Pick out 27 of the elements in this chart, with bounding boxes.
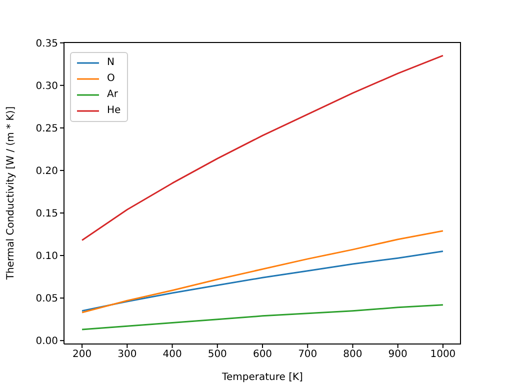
y-tick-label: 0.30 xyxy=(36,80,58,92)
line-series xyxy=(81,230,444,314)
x-tick-label: 200 xyxy=(72,349,92,360)
x-axis-title: Temperature [K] xyxy=(221,372,304,383)
x-tick-label: 700 xyxy=(298,349,318,360)
legend-label: Ar xyxy=(107,88,118,102)
legend-label: N xyxy=(107,56,114,70)
x-tick-label: 400 xyxy=(162,349,182,360)
y-tick-label: 0.20 xyxy=(36,166,58,178)
x-tick-label: 600 xyxy=(252,349,272,360)
x-tick-label: 500 xyxy=(208,349,227,360)
x-tick-label: 1000 xyxy=(430,349,456,360)
line-series xyxy=(81,250,444,312)
y-tick-label: 0.15 xyxy=(36,208,58,220)
y-tick-label: 0.10 xyxy=(36,251,58,262)
y-tick-label: 0.35 xyxy=(36,38,58,50)
y-axis-title: Thermal Conductivity [W / (m * K)] xyxy=(6,106,17,281)
y-tick-label: 0.25 xyxy=(36,123,58,134)
y-tick-label: 0.05 xyxy=(36,294,58,305)
x-tick-label: 900 xyxy=(388,349,408,360)
x-tick-label: 800 xyxy=(343,349,362,360)
y-tick-label: 0.00 xyxy=(36,336,58,348)
line-series xyxy=(81,304,444,330)
x-tick-label: 300 xyxy=(118,349,137,360)
legend-label: He xyxy=(107,104,121,118)
line-series xyxy=(81,54,444,241)
legend-label: O xyxy=(107,72,115,86)
